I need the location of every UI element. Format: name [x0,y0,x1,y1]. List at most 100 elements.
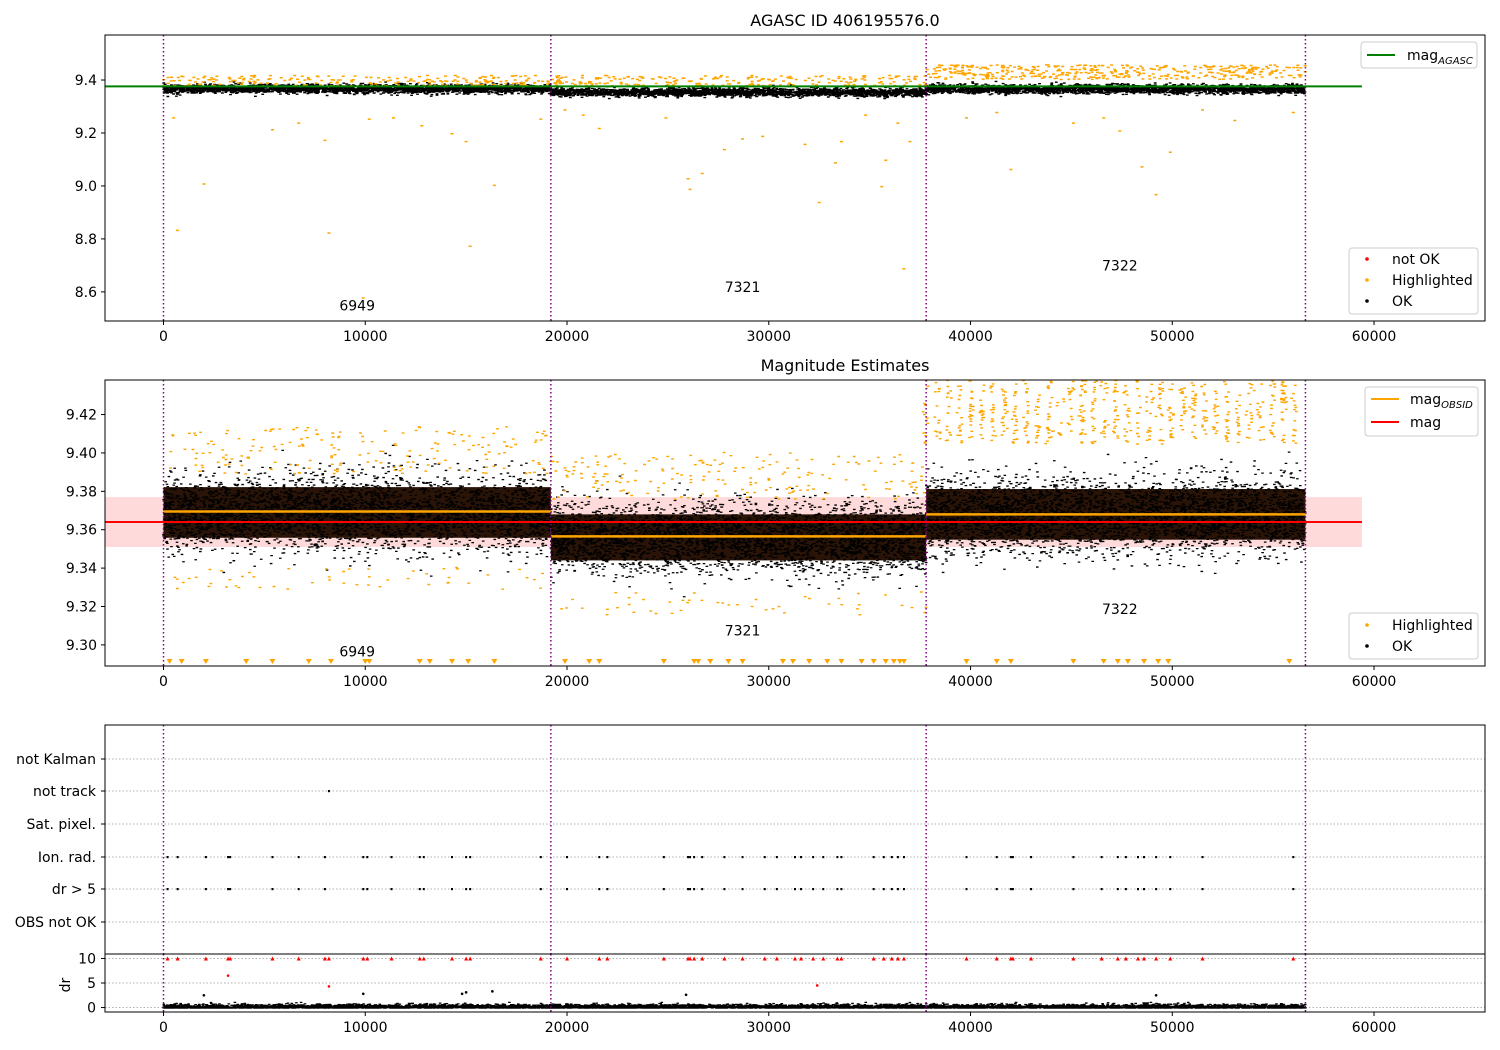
y-tick-label: 9.4 [75,73,97,89]
highlighted-points [169,380,1298,616]
out-of-range-marker [586,659,593,664]
flag-point [1072,856,1075,859]
x-tick-label: 50000 [1150,1020,1195,1036]
plot-area: 6949 7321 7322 [105,380,1362,666]
flag-row-label: Sat. pixel. [27,817,96,833]
y-tick-label: 0 [87,1001,96,1017]
obsid-label: 7321 [725,280,761,296]
dr-clipped-marker [565,956,570,961]
flag-point [176,888,179,891]
dr-clipped-marker [895,956,900,961]
dr-clipped-marker [322,956,327,961]
dr-clipped-marker [1200,956,1205,961]
x-tick-label: 10000 [343,1020,388,1036]
y-tick-label: 10 [78,951,96,967]
flag-point [271,888,274,891]
flag-point [1169,856,1172,859]
x-tick-label: 50000 [1150,674,1195,690]
out-of-range-marker [660,659,667,664]
flag-point [166,888,169,891]
dr-clipped-marker [661,956,666,961]
out-of-range-marker [243,659,250,664]
flag-point [229,888,232,891]
flag-point [794,888,796,891]
flag-point [662,856,665,859]
out-of-range-marker [562,659,568,664]
out-of-range-marker [707,659,714,664]
x-tick-label: 60000 [1352,329,1397,345]
plot-area [105,954,1485,1012]
flag-point [327,790,330,793]
y-tick-label: 9.36 [66,523,97,539]
chart-title: AGASC ID 406195576.0 [750,11,939,30]
flag-point [1155,888,1158,891]
flag-point [882,856,885,859]
axes-frame [104,953,1486,1013]
out-of-range-marker [449,659,456,664]
flag-point [872,888,875,891]
y-tick-label: 5 [87,976,96,992]
flag-point [689,856,692,859]
x-tick-label: 30000 [746,329,791,345]
flag-row-label: Ion. rad. [38,850,96,866]
flag-point [1143,856,1146,859]
dr-outlier-point [684,993,688,997]
dr-clipped-marker [203,956,208,961]
y-tick-label: 9.38 [66,484,97,500]
dr-clipped-marker [1123,956,1128,961]
dr-clipped-marker [835,956,840,961]
flag-point [1201,888,1204,891]
flag-point [965,856,968,859]
out-of-range-marker [465,659,472,664]
flag-point [890,888,893,891]
dr-clipped-marker [228,956,233,961]
flag-point [812,856,815,859]
dr-clipped-marker [1115,956,1120,961]
flag-point [469,856,472,859]
x-tick-label: 40000 [948,1020,993,1036]
dr-clipped-marker [964,956,969,961]
flag-point [1124,888,1127,891]
dr-clipped-marker [889,956,894,961]
flag-point [566,856,569,859]
dr-outlier-point [226,974,230,977]
flag-point [800,888,803,891]
flag-point [1155,856,1158,859]
out-of-range-marker [1141,659,1148,664]
flag-point [812,888,815,891]
out-of-range-marker [739,659,746,664]
obsid-label: 7322 [1102,259,1138,275]
dr-clipped-marker [692,956,697,961]
flag-point [1030,856,1033,859]
flag-point [800,856,803,859]
y-tick-label: 9.42 [66,408,97,424]
dr-clipped-marker [1154,956,1159,961]
flag-point [995,888,998,891]
out-of-range-marker [305,659,312,664]
flag-point [465,856,468,859]
flag-point [822,888,825,891]
dr-clipped-marker [1071,956,1076,961]
dr-clipped-marker [774,956,779,961]
out-of-range-marker [1070,659,1077,664]
y-tick-label: 9.0 [75,179,97,195]
x-tick-label: 20000 [545,674,590,690]
x-tick-label: 10000 [343,329,388,345]
dr-clipped-marker [688,956,693,961]
out-of-range-marker [1114,659,1121,664]
flag-point [362,888,365,891]
dr-clipped-marker [1010,956,1015,961]
dr-clipped-marker [1168,956,1173,961]
dr-clipped-marker [468,956,473,961]
dr-clipped-marker [1135,956,1140,961]
legend-label: Highlighted [1392,273,1473,289]
legend-subscript: OBSID [1441,400,1473,411]
y-tick-label: 9.30 [66,638,97,654]
y-tick-label: 9.40 [66,446,97,462]
x-tick-label: 40000 [948,329,993,345]
dr-clipped-marker [811,956,816,961]
dr-clipped-marker [538,956,543,961]
out-of-range-marker [993,659,1000,664]
flag-point [693,856,696,859]
